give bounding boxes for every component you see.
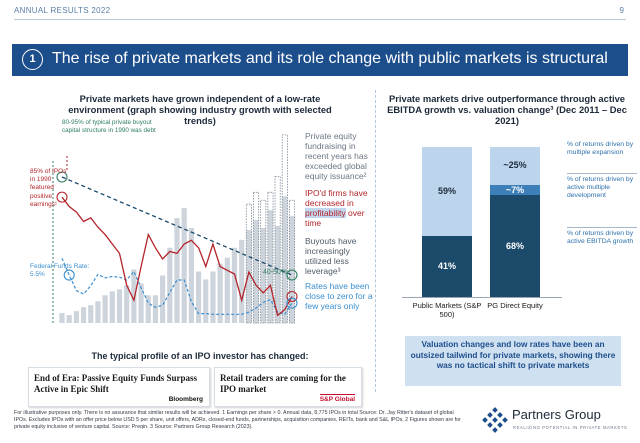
- legend-ebitda-growth: % of returns driven by active EBITDA gro…: [567, 227, 637, 246]
- debt-end-marker: [286, 269, 298, 281]
- debt-start-marker: [56, 171, 68, 183]
- ipo-earnings-label: 85% of IPOs in 1990 featured positive ea…: [30, 168, 67, 208]
- pe-fundraising-bar: [231, 247, 238, 323]
- legend-multiple-development: % of returns driven by active multiple d…: [567, 173, 637, 200]
- news-headline: End of Era: Passive Equity Funds Surpass…: [34, 373, 198, 394]
- news-headline: Retail traders are coming for the IPO ma…: [220, 373, 346, 394]
- fed-rate-label: Federal Funds Rate: 5.5%: [30, 263, 90, 278]
- pe-fundraising-bar: [188, 227, 194, 323]
- news-source-sp-global: S&P Global: [319, 394, 355, 403]
- pe-fundraising-bar: [131, 269, 137, 323]
- pe-fundraising-bar: [174, 218, 180, 323]
- equity-issuance-bar: [267, 191, 274, 324]
- bar-segment-multiple-expansion: 59%: [422, 147, 472, 236]
- legend-multiple-expansion: % of returns driven by multiple expansio…: [567, 141, 634, 156]
- pe-debt-now-label: 40-50%: [263, 269, 288, 276]
- pe-fundraising-bar: [124, 285, 130, 323]
- equity-issuance-bar: [253, 191, 260, 324]
- pe-fundraising-bar: [102, 295, 108, 323]
- logo-mark-icon: [482, 407, 508, 433]
- segment-value: 41%: [437, 260, 456, 271]
- news-card-bloomberg: End of Era: Passive Equity Funds Surpass…: [28, 367, 210, 407]
- bar-segment-multiple-expansion: ~25%: [490, 147, 540, 185]
- pe-fundraising-bar: [167, 247, 173, 323]
- pe-fundraising-bar: [203, 279, 209, 323]
- pe-fundraising-bar: [275, 225, 281, 323]
- ipo-annotation-highlight: profitability: [305, 208, 346, 218]
- pe-fundraising-bar: [239, 239, 245, 323]
- rate-start-marker: [63, 269, 75, 281]
- equity-issuance-bar: [260, 199, 267, 324]
- pe-fundraising-bar: [181, 208, 187, 323]
- rates-annotation: Rates have been close to zero for a few …: [305, 281, 373, 311]
- ipo-end-marker: [286, 290, 298, 303]
- investor-profile-subtitle: The typical profile of an IPO investor h…: [91, 351, 309, 361]
- pe-fundraising-bar: [224, 257, 230, 323]
- pe-fundraising-bar: [282, 196, 288, 323]
- equity-issuance-bar: [274, 176, 281, 324]
- title-banner: 1 The rise of private markets and its ro…: [12, 44, 628, 76]
- news-card-sp-global: Retail traders are coming for the IPO ma…: [214, 367, 362, 407]
- footnote: For illustrative purposes only. There is…: [14, 410, 461, 430]
- segment-value: 59%: [437, 186, 456, 196]
- rate-end-marker: [286, 297, 298, 309]
- pe-fundraising-bar: [109, 291, 115, 323]
- pe-fundraising-bar: [195, 271, 202, 323]
- stacked-bar-pg-direct-equity: ~25% ~7% 68%: [490, 147, 540, 297]
- segment-value: 68%: [505, 241, 524, 251]
- ipo-profitability-line: [61, 196, 293, 317]
- page-number: 9: [619, 6, 624, 15]
- ipo-annotation-part2: over time: [305, 208, 365, 228]
- buyouts-annotation: Buyouts have increasingly utilized less …: [305, 236, 357, 276]
- pe-fundraising-bar: [217, 263, 223, 323]
- ipo-start-marker: [56, 191, 68, 203]
- category-label-public-markets: Public Markets (S&P 500): [412, 301, 482, 319]
- pe-fundraising-bar: [267, 210, 274, 323]
- top-bar: ANNUAL RESULTS 2022 9: [0, 0, 640, 22]
- pe-fundraising-bar: [59, 313, 65, 323]
- pe-fundraising-bar: [145, 295, 151, 323]
- equity-issuance-bar: [288, 199, 295, 324]
- partners-group-logo: Partners Group REALIZING POTENTIAL IN PR…: [482, 406, 638, 436]
- news-source-bloomberg: Bloomberg: [168, 396, 203, 403]
- bar-baseline: [402, 297, 562, 298]
- bar-segment-multiple-development: ~7%: [490, 184, 540, 195]
- pe-fundraising-bar: [66, 315, 72, 323]
- panel-divider: [375, 90, 376, 392]
- page-title: The rise of private markets and its role…: [52, 50, 608, 67]
- header-rule: [14, 19, 626, 20]
- pe-fundraising-bar: [253, 220, 259, 323]
- pe-fundraising-bar: [95, 301, 101, 323]
- bar-segment-ebitda-growth: 68%: [490, 195, 540, 297]
- pe-fundraising-bar: [73, 311, 79, 323]
- left-chart-title: Private markets have grown independent o…: [68, 93, 332, 126]
- pe-fundraising-bar: [246, 229, 252, 323]
- conclusion-callout: Valuation changes and low rates have bee…: [405, 336, 621, 386]
- pe-fundraising-bar: [210, 271, 216, 323]
- pe-debt-label: 80-95% of typical private buyout capital…: [62, 119, 156, 134]
- brand-name: Partners Group: [512, 407, 601, 422]
- pe-fundraising-annotation: Private equity fundraising in recent yea…: [305, 131, 368, 181]
- segment-value: ~7%: [505, 184, 525, 195]
- equity-issuance-bar: [281, 134, 288, 324]
- right-chart-title: Private markets drive outperformance thr…: [387, 93, 627, 126]
- pe-fundraising-bar: [88, 305, 94, 323]
- pe-fundraising-bar: [116, 289, 123, 323]
- pe-fundraising-bar: [152, 295, 159, 323]
- segment-value: ~25%: [503, 160, 527, 170]
- pe-fundraising-bar: [138, 283, 144, 323]
- section-label: ANNUAL RESULTS 2022: [14, 6, 111, 15]
- ipo-annotation-part1: IPO'd firms have decreased in: [305, 188, 368, 208]
- fed-funds-rate-line: [61, 258, 293, 316]
- industry-growth-chart: 1990199520002005201020152020: [52, 134, 298, 324]
- pe-fundraising-bar: [80, 307, 87, 323]
- stacked-bar-public-markets: 59% 41%: [422, 147, 472, 297]
- pe-fundraising-bar: [260, 227, 266, 323]
- category-label-pg-direct-equity: PG Direct Equity: [487, 301, 543, 310]
- ipo-profitability-annotation: IPO'd firms have decreased in profitabil…: [305, 188, 377, 228]
- bar-segment-ebitda-growth: 41%: [422, 235, 472, 297]
- pe-fundraising-bar: [160, 275, 166, 323]
- brand-tagline: REALIZING POTENTIAL IN PRIVATE MARKETS: [513, 425, 628, 430]
- section-number-badge: 1: [22, 49, 43, 70]
